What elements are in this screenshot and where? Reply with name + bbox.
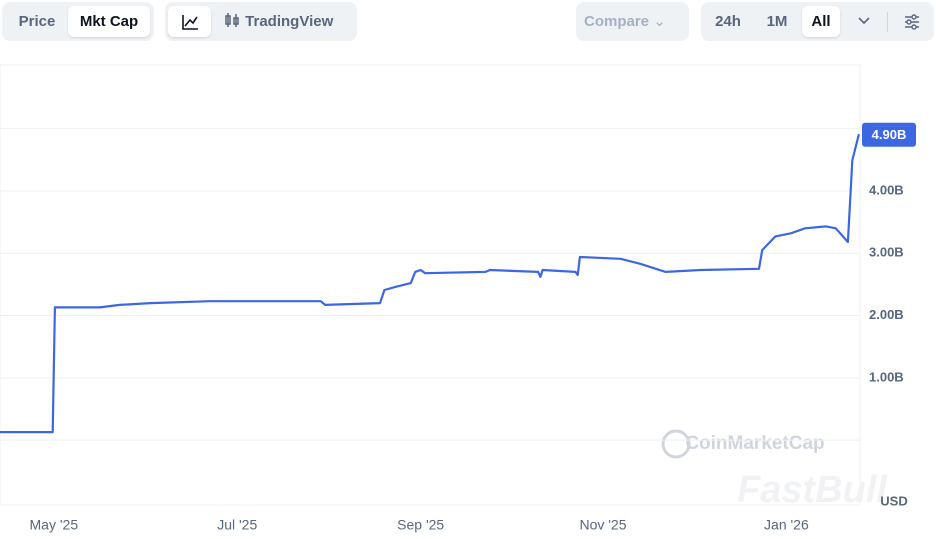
watermark: CoinMarketCap [685, 433, 824, 454]
y-tick-label: 1.00B [869, 369, 904, 384]
tradingview-button[interactable]: TradingView [223, 6, 351, 37]
price-button[interactable]: Price [18, 13, 56, 30]
compare-dropdown[interactable]: Compare ⌄ [576, 2, 689, 41]
y-tick-label: 4.00B [869, 182, 904, 197]
y-tick-label: 3.00B [869, 245, 904, 260]
x-tick-label: Nov '25 [579, 517, 626, 533]
unit-label: USD [880, 493, 907, 508]
range-toggle: 24h 1M All [701, 2, 934, 41]
x-tick-label: Jan '26 [764, 517, 809, 533]
y-tick-label: 2.00B [869, 307, 904, 322]
view-toggle: Price Mkt Cap [2, 2, 154, 41]
range-24h[interactable]: 24h [715, 13, 741, 30]
tradingview-label: TradingView [245, 13, 334, 30]
x-tick-label: May '25 [30, 517, 79, 533]
watermark: FastBull [737, 469, 888, 511]
compare-text: Compare [584, 13, 650, 30]
line-chart-button[interactable] [168, 6, 211, 37]
range-1m[interactable]: 1M [766, 13, 788, 30]
price-line [0, 133, 860, 434]
range-more[interactable] [856, 14, 872, 28]
divider [887, 12, 888, 32]
compare-label: Compare ⌄ [584, 13, 666, 30]
chart-style: TradingView [165, 2, 357, 41]
x-tick-label: Jul '25 [217, 517, 257, 533]
x-tick-label: Sep '25 [397, 517, 444, 533]
last-value-label: 4.90B [872, 127, 907, 142]
candle-icon [225, 13, 239, 27]
mkt-cap-button[interactable]: Mkt Cap [68, 6, 150, 37]
settings-icon[interactable] [903, 13, 921, 31]
line-icon [181, 15, 198, 30]
watermark-logo [661, 429, 691, 459]
last-value-tag [862, 122, 916, 147]
range-all[interactable]: All [802, 6, 840, 37]
